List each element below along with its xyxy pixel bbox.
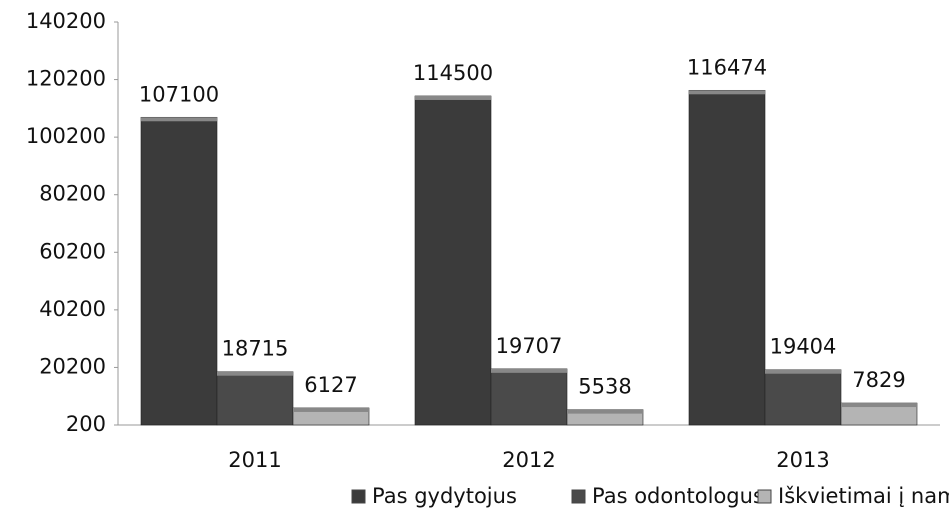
bar — [764, 369, 842, 426]
value-label: 19404 — [770, 335, 837, 359]
bar — [140, 116, 218, 426]
legend-swatch — [757, 489, 772, 504]
value-label: 19707 — [496, 334, 563, 358]
y-tick-label: 140200 — [26, 9, 106, 33]
y-tick-label: 60200 — [39, 239, 106, 263]
legend-label: Pas gydytojus — [372, 484, 517, 508]
x-tick-label: 2012 — [502, 448, 555, 472]
x-tick-label: 2011 — [228, 448, 281, 472]
bar-top — [415, 95, 491, 100]
bar-top — [293, 407, 369, 412]
bar — [216, 371, 294, 426]
bar-top — [217, 371, 293, 376]
x-tick-label: 2013 — [776, 448, 829, 472]
legend-swatch — [351, 489, 366, 504]
y-tick-label: 20200 — [39, 354, 106, 378]
y-tick-label: 80200 — [39, 182, 106, 206]
bar-top — [765, 369, 841, 374]
legend-swatch — [571, 489, 586, 504]
value-label: 5538 — [578, 375, 631, 399]
bar — [414, 95, 492, 426]
y-tick-label: 120200 — [26, 67, 106, 91]
value-label: 116474 — [687, 55, 767, 79]
bar-top — [491, 368, 567, 373]
bar-top — [841, 403, 917, 408]
value-label: 6127 — [304, 373, 357, 397]
bar-top — [141, 117, 217, 122]
value-label: 18715 — [222, 337, 289, 361]
legend-label: Iškvietimai į namus — [778, 484, 949, 508]
value-label: 114500 — [413, 61, 493, 85]
value-label: 7829 — [852, 368, 905, 392]
bar — [490, 368, 568, 426]
bar-top — [689, 90, 765, 95]
y-tick-label: 40200 — [39, 297, 106, 321]
bar-top — [567, 409, 643, 414]
value-label: 107100 — [139, 82, 219, 106]
y-tick-label: 200 — [66, 412, 106, 436]
y-tick-label: 100200 — [26, 124, 106, 148]
bar — [688, 89, 766, 426]
legend-label: Pas odontologus — [592, 484, 764, 508]
